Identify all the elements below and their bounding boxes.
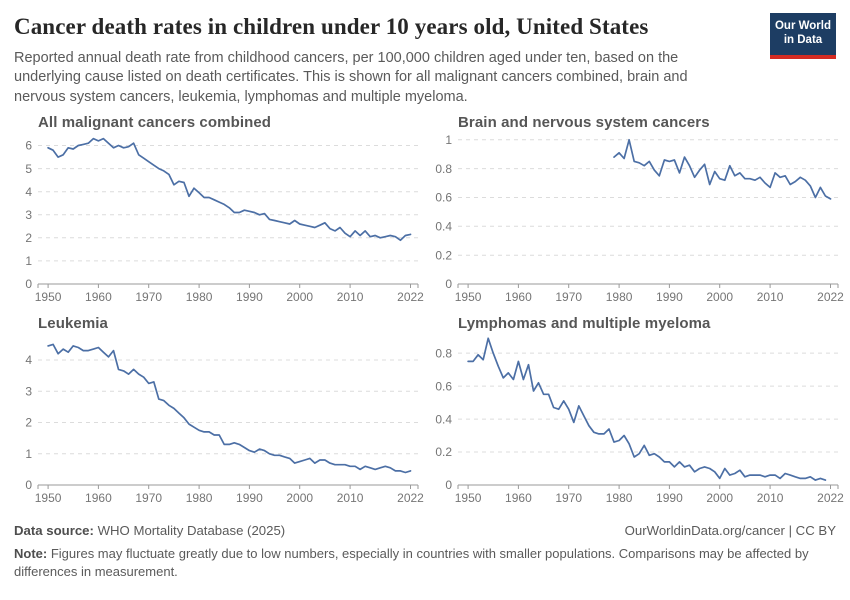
footer: Data source: WHO Mortality Database (202… bbox=[0, 509, 850, 581]
x-tick-label: 2022 bbox=[397, 290, 424, 304]
chart-title-lymphomas: Lymphomas and multiple myeloma bbox=[458, 314, 711, 332]
header: Cancer death rates in children under 10 … bbox=[0, 0, 850, 108]
y-tick-label: 2 bbox=[25, 231, 32, 245]
chart-panel-lymphomas: Lymphomas and multiple myeloma 0 0.2 0.4 0.… bbox=[430, 315, 845, 509]
x-tick-label: 1970 bbox=[135, 290, 162, 304]
x-axis: 1950 1960 1970 1980 1990 2000 2010 2022 bbox=[35, 484, 424, 505]
y-tick-label: 5 bbox=[25, 162, 32, 176]
y-tick-label: 0 bbox=[445, 277, 452, 291]
x-tick-label: 1980 bbox=[606, 290, 633, 304]
owid-logo-line1: Our World bbox=[774, 20, 831, 33]
x-tick-label: 2010 bbox=[757, 491, 784, 505]
x-tick-label: 2000 bbox=[706, 290, 733, 304]
owid-logo: Our World in Data bbox=[770, 13, 836, 59]
chart-title-leukemia: Leukemia bbox=[38, 314, 108, 332]
line-chart-brain-nervous: 0 0.2 0.4 0.6 0.8 1 1950 1960 1970 1980 1990 2000 20… bbox=[435, 133, 844, 304]
y-tick-label: 4 bbox=[25, 185, 32, 199]
x-axis: 1950 1960 1970 1980 1990 2000 2010 2022 bbox=[35, 283, 424, 304]
x-tick-label: 2000 bbox=[286, 491, 313, 505]
x-tick-label: 1990 bbox=[656, 290, 683, 304]
x-tick-label: 1990 bbox=[236, 290, 263, 304]
series-line bbox=[613, 138, 832, 200]
y-tick-label: 6 bbox=[25, 138, 32, 152]
y-tick-label: 0.4 bbox=[435, 412, 452, 426]
data-source-text: WHO Mortality Database (2025) bbox=[97, 522, 286, 538]
x-tick-label: 1950 bbox=[455, 290, 482, 304]
x-tick-label: 1980 bbox=[606, 491, 633, 505]
y-tick-label: 2 bbox=[25, 415, 32, 429]
y-tick-label: 0.2 bbox=[435, 248, 452, 262]
y-tick-label: 0 bbox=[25, 478, 32, 492]
data-source-label: Data source: bbox=[14, 522, 94, 538]
y-tick-label: 3 bbox=[25, 208, 32, 222]
x-axis: 1950 1960 1970 1980 1990 2000 2010 2022 bbox=[455, 484, 844, 505]
data-source: Data source: WHO Mortality Database (202… bbox=[14, 523, 285, 538]
chart-subtitle: Reported annual death rate from childhoo… bbox=[14, 49, 688, 106]
x-tick-label: 1950 bbox=[35, 491, 62, 505]
footer-url: OurWorldinData.org/cancer | CC BY bbox=[624, 522, 836, 538]
series-line bbox=[47, 137, 412, 241]
page-title: Cancer death rates in children under 10 … bbox=[14, 14, 649, 39]
x-tick-label: 2000 bbox=[706, 491, 733, 505]
chart-panel-brain-nervous: Brain and nervous system cancers 0 0.2 0.4… bbox=[430, 114, 845, 308]
x-tick-label: 2022 bbox=[397, 491, 424, 505]
y-tick-label: 0.2 bbox=[435, 445, 452, 459]
series-line bbox=[467, 337, 827, 481]
y-grid: 0 0.2 0.4 0.6 0.8 1 bbox=[435, 133, 838, 291]
footer-note-label: Note: bbox=[14, 545, 48, 561]
y-tick-label: 0.6 bbox=[435, 379, 452, 393]
x-axis: 1950 1960 1970 1980 1990 2000 2010 2022 bbox=[455, 283, 844, 304]
x-tick-label: 1960 bbox=[505, 491, 532, 505]
x-tick-label: 1970 bbox=[555, 491, 582, 505]
x-tick-label: 1990 bbox=[236, 491, 263, 505]
y-tick-label: 1 bbox=[25, 254, 32, 268]
x-tick-label: 1950 bbox=[35, 290, 62, 304]
line-chart-leukemia: 0 1 2 3 4 1950 1960 1970 1980 1990 2000 2010 2022 bbox=[25, 343, 424, 505]
x-tick-label: 2010 bbox=[757, 290, 784, 304]
x-tick-label: 1960 bbox=[85, 290, 112, 304]
chart-panel-leukemia: Leukemia 0 1 2 3 4 1950 1960 1970 1980 1990 2000 20… bbox=[10, 315, 425, 509]
x-tick-label: 2022 bbox=[817, 290, 844, 304]
x-tick-label: 2000 bbox=[286, 290, 313, 304]
x-tick-label: 1960 bbox=[85, 491, 112, 505]
owid-logo-text: Our World in Data bbox=[770, 13, 836, 55]
chart-panel-all-malignant: All malignant cancers combined 0 1 2 3 4 5 6 19… bbox=[10, 114, 425, 308]
charts-grid: All malignant cancers combined 0 1 2 3 4 5 6 19… bbox=[10, 114, 850, 509]
x-tick-label: 1980 bbox=[186, 290, 213, 304]
x-tick-label: 1990 bbox=[656, 491, 683, 505]
y-tick-label: 3 bbox=[25, 384, 32, 398]
x-tick-label: 1970 bbox=[135, 491, 162, 505]
y-grid: 0 1 2 3 4 bbox=[25, 353, 418, 492]
owid-logo-line2: in Data bbox=[783, 34, 823, 46]
line-chart-all-malignant: 0 1 2 3 4 5 6 1950 1960 1970 1980 1990 2000 2010 2022 bbox=[25, 137, 424, 304]
chart-title-all-malignant: All malignant cancers combined bbox=[38, 113, 272, 131]
header-text-block: Cancer death rates in children under 10 … bbox=[14, 13, 716, 108]
y-grid: 0 0.2 0.4 0.6 0.8 bbox=[435, 346, 838, 492]
x-tick-label: 2010 bbox=[337, 290, 364, 304]
x-tick-label: 1950 bbox=[455, 491, 482, 505]
y-tick-label: 1 bbox=[445, 133, 452, 147]
owid-logo-red-stripe bbox=[770, 55, 836, 59]
y-grid: 0 1 2 3 4 5 6 bbox=[25, 138, 418, 291]
footer-note: Note: Figures may fluctuate greatly due … bbox=[14, 545, 822, 581]
y-tick-label: 0.8 bbox=[435, 346, 452, 360]
x-tick-label: 1980 bbox=[186, 491, 213, 505]
x-tick-label: 2022 bbox=[817, 491, 844, 505]
footer-note-text: Figures may fluctuate greatly due to low… bbox=[14, 545, 809, 579]
line-chart-lymphomas: 0 0.2 0.4 0.6 0.8 1950 1960 1970 1980 1990 2000 201… bbox=[435, 337, 844, 505]
y-tick-label: 0.4 bbox=[435, 219, 452, 233]
y-tick-label: 4 bbox=[25, 353, 32, 367]
y-tick-label: 1 bbox=[25, 447, 32, 461]
x-tick-label: 1960 bbox=[505, 290, 532, 304]
x-tick-label: 1970 bbox=[555, 290, 582, 304]
footer-source-row: Data source: WHO Mortality Database (202… bbox=[14, 523, 836, 538]
chart-title-brain-nervous: Brain and nervous system cancers bbox=[458, 113, 710, 131]
y-tick-label: 0.6 bbox=[435, 190, 452, 204]
x-tick-label: 2010 bbox=[337, 491, 364, 505]
y-tick-label: 0.8 bbox=[435, 162, 452, 176]
y-tick-label: 0 bbox=[445, 478, 452, 492]
y-tick-label: 0 bbox=[25, 277, 32, 291]
series-line bbox=[47, 343, 412, 474]
